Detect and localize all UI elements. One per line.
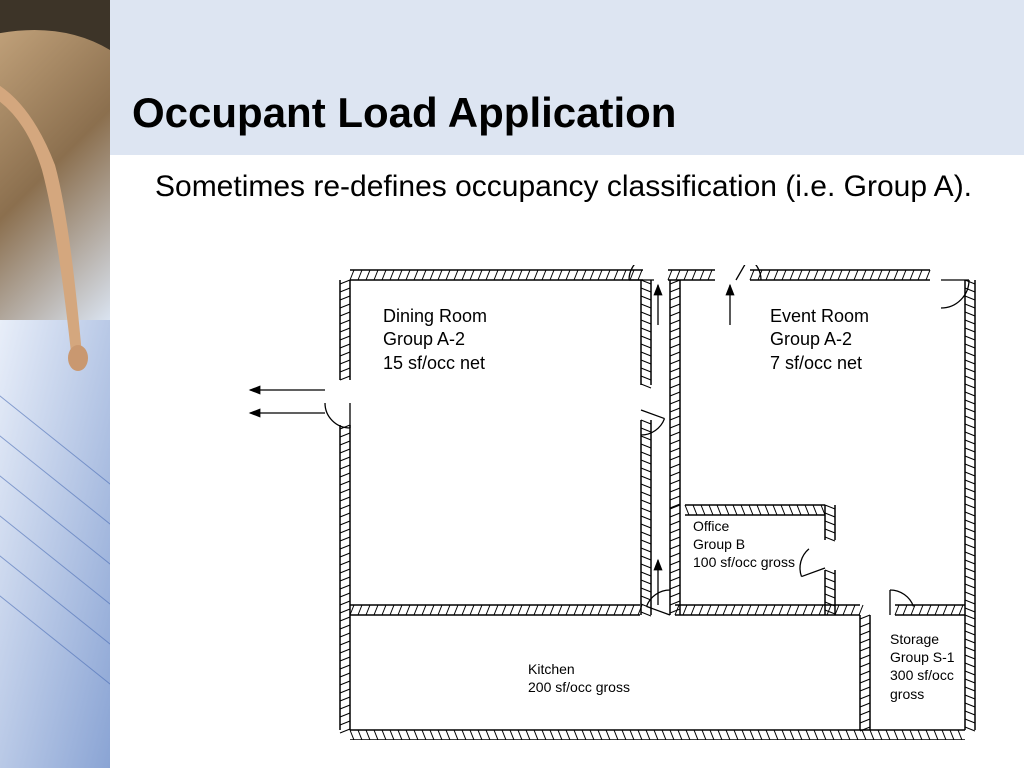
room-label-storage: Storage Group S-1 300 sf/occ gross	[890, 630, 955, 703]
room-label-office: Office Group B 100 sf/occ gross	[693, 517, 795, 572]
room-label-kitchen: Kitchen 200 sf/occ gross	[528, 660, 630, 696]
subtitle-text: Sometimes re-defines occupancy classific…	[155, 168, 972, 206]
room-label-dining: Dining Room Group A-2 15 sf/occ net	[383, 305, 487, 375]
page-title: Occupant Load Application	[132, 89, 676, 137]
room-label-event: Event Room Group A-2 7 sf/occ net	[770, 305, 869, 375]
sidebar-photo	[0, 0, 110, 768]
header-bar: Occupant Load Application	[110, 0, 1024, 155]
floorplan-diagram: Dining Room Group A-2 15 sf/occ net Event…	[230, 265, 990, 740]
